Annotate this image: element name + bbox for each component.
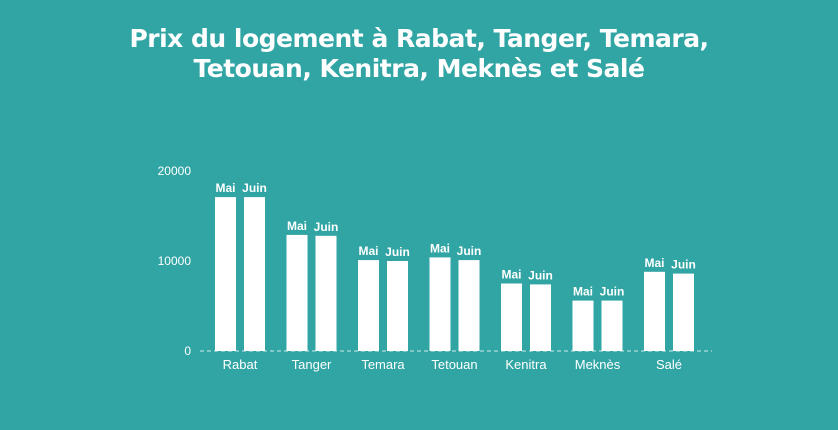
x-category-label: Salé [656,357,682,372]
bar-series-label: Mai [430,241,450,255]
bar-series-label: Juin [385,245,410,259]
bar-series-label: Mai [644,256,664,270]
bar-mai [429,257,451,351]
bar-juin [673,273,694,351]
bar-mai [501,283,522,351]
y-tick-label: 20000 [158,164,192,178]
x-category-label: Tetouan [431,357,477,372]
bar-series-label: Juin [528,268,553,282]
bar-series-label: Mai [287,219,307,233]
bar-series-label: Mai [501,268,521,282]
chart-title-line-2: Tetouan, Kenitra, Meknès et Salé [193,54,645,83]
y-tick-label: 10000 [158,254,192,268]
bar-series-label: Mai [573,285,593,299]
bar-series-label: Juin [242,181,267,195]
bar-series-label: Juin [671,258,696,272]
bar-series-label: Juin [457,244,482,258]
x-category-label: Temara [361,357,405,372]
bar-juin [244,197,265,351]
bar-mai [572,300,594,351]
bar-juin [387,261,408,351]
chart-title: Prix du logement à Rabat, Tanger, Temara… [0,24,838,84]
bar-mai [358,260,379,351]
bar-juin [530,284,551,351]
y-tick-label: 0 [184,344,191,358]
bar-series-label: Mai [358,244,378,258]
chart-title-line-1: Prix du logement à Rabat, Tanger, Temara… [129,24,709,53]
bar-juin [458,260,480,351]
bar-series-label: Juin [600,285,625,299]
bar-mai [215,197,236,351]
x-category-label: Kenitra [505,357,547,372]
x-category-label: Tanger [292,357,332,372]
bar-mai [644,271,665,351]
bar-series-label: Mai [215,181,235,195]
bar-juin [601,300,623,351]
bar-series-label: Juin [314,220,339,234]
x-category-label: Meknès [575,357,621,372]
x-category-label: Rabat [223,357,258,372]
bar-mai [286,234,308,351]
bar-juin [315,235,337,351]
